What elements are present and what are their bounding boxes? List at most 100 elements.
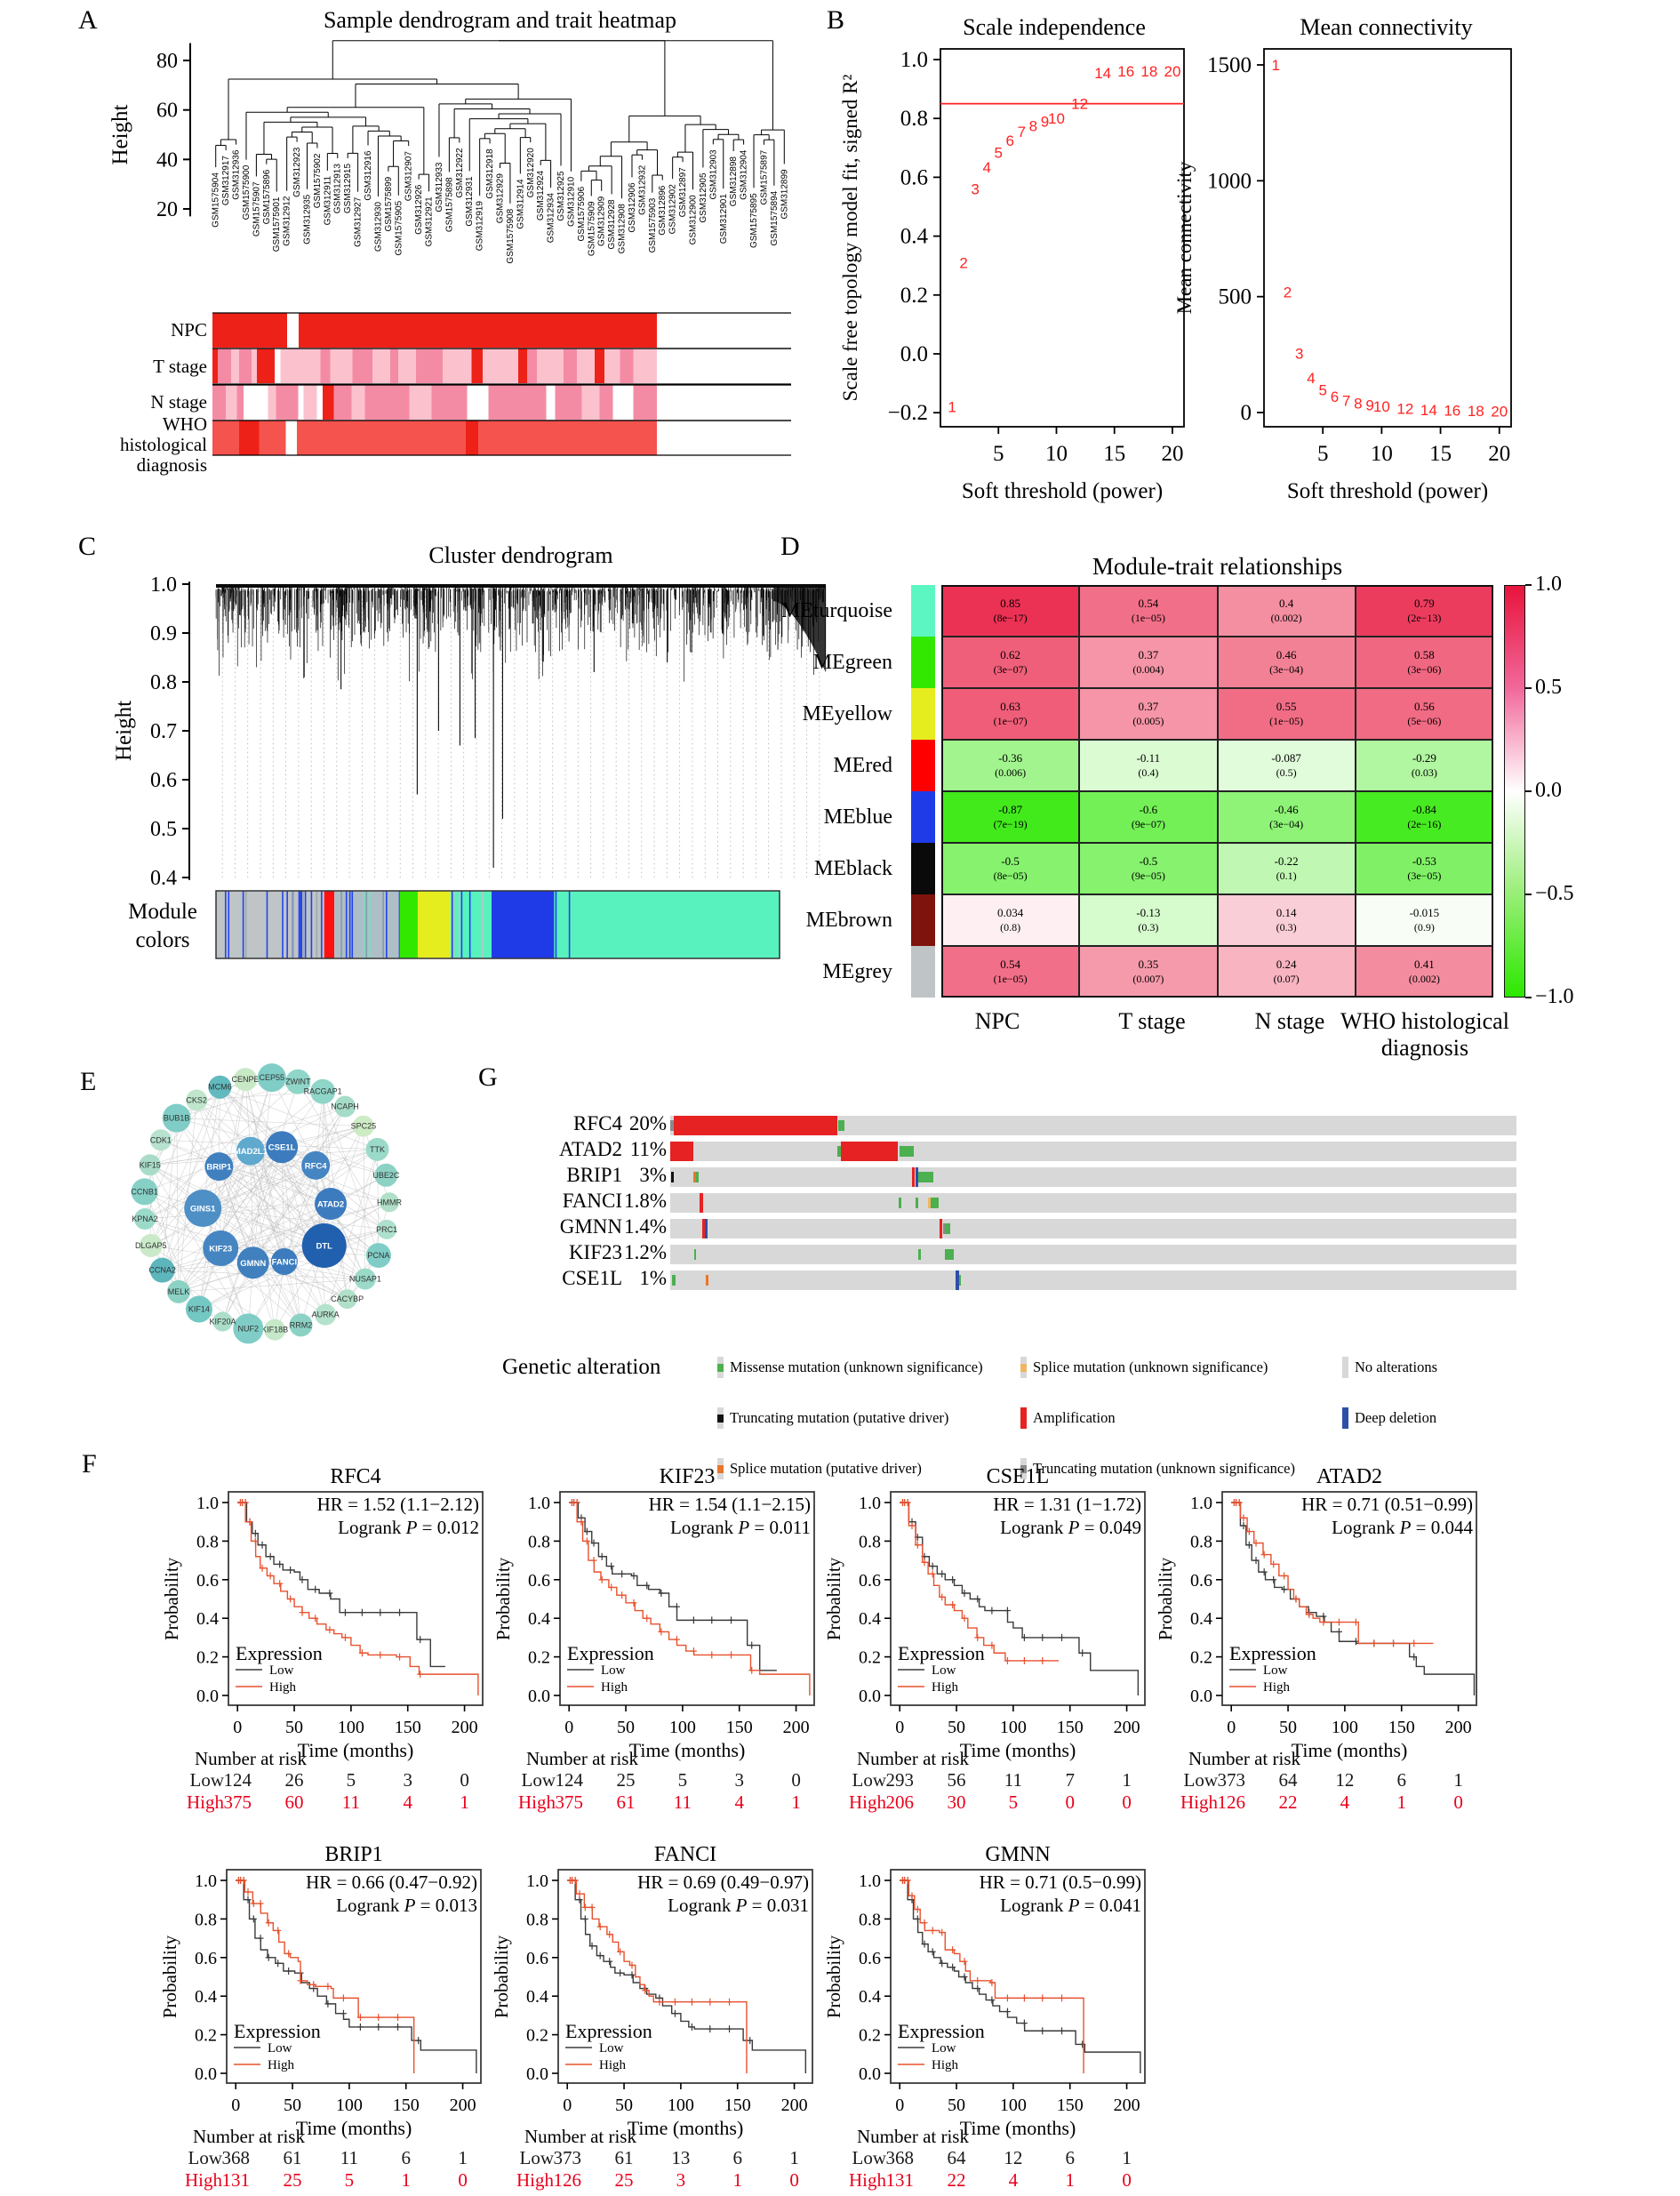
legend-swatch-core	[717, 1363, 724, 1372]
km-risk-value: 25	[615, 2169, 634, 2191]
km-xtick: 50	[615, 2096, 633, 2115]
line-shape	[220, 1147, 283, 1249]
power-point: 9	[1041, 114, 1049, 131]
power-point: 4	[1307, 370, 1315, 387]
rect-shape	[612, 385, 634, 420]
sample-leaf-label: GSM1575898	[444, 177, 454, 232]
km-risk-row-label: High	[187, 1791, 225, 1813]
b-ytick: 1500	[1207, 53, 1252, 77]
b-ytick: −0.2	[888, 401, 928, 425]
km-ytick: 0.0	[526, 2064, 548, 2084]
module-trait-cell: 0.14 (0.3)	[1217, 894, 1356, 946]
line-shape	[363, 1126, 366, 1279]
km-frame	[226, 1869, 482, 2084]
km-hr-text: HR = 0.69 (0.49−0.97)	[637, 1871, 809, 1893]
km-risk-value: 1	[1453, 1769, 1463, 1791]
module-color-swatch	[911, 843, 935, 894]
module-trait-cell: -0.22 (0.1)	[1217, 843, 1356, 894]
rect-shape	[297, 421, 466, 455]
sample-leaf-label: GSM312901	[719, 194, 729, 244]
cell-pvalue: (0.4)	[1138, 765, 1159, 779]
km-ytick: 1.0	[195, 1871, 217, 1891]
network-node-label: PRC1	[376, 1225, 397, 1234]
line-shape	[150, 1079, 246, 1246]
cell-pvalue: (8e−17)	[993, 611, 1028, 624]
rect-shape	[282, 891, 284, 958]
b-xlabel: Soft threshold (power)	[962, 479, 1163, 503]
km-ytick: 1.0	[859, 1494, 881, 1513]
sample-leaf-label: GSM312897	[678, 167, 688, 218]
km-xtick: 0	[895, 1718, 904, 1737]
km-risk-header: Number at risk	[857, 1748, 969, 1769]
rect-shape	[382, 891, 384, 958]
rect-shape	[300, 891, 303, 958]
module-trait-cell: 0.58 (3e−06)	[1355, 637, 1493, 688]
cell-pvalue: (1e−05)	[1269, 714, 1304, 727]
power-point: 7	[1018, 124, 1026, 140]
sample-leaf-label: GSM312917	[221, 156, 231, 206]
km-xtick: 100	[669, 1718, 696, 1737]
rect-shape	[468, 891, 471, 958]
oncoprint-alteration-mis	[931, 1198, 939, 1208]
tspan-shape: Logrank	[1000, 1895, 1068, 1916]
tspan-shape: = 0.041	[1079, 1895, 1141, 1916]
line-shape	[220, 1165, 316, 1249]
power-point: 8	[1354, 396, 1362, 413]
km-risk-value: 1	[401, 2169, 411, 2191]
line-shape	[144, 1191, 163, 1270]
km-xtick: 200	[781, 2096, 808, 2115]
network-hub-node	[315, 1188, 347, 1220]
legend-item-label: Amplification	[1033, 1409, 1116, 1426]
plot-frame	[940, 48, 1185, 428]
rect-shape	[300, 891, 301, 958]
network-hub-label: DTL	[316, 1242, 332, 1252]
power-point: 12	[1071, 96, 1088, 113]
oncoprint-percent-label: 11%	[629, 1138, 667, 1160]
rect-shape	[231, 349, 239, 383]
line-shape	[203, 1126, 364, 1209]
cell-pvalue: (0.004)	[1132, 662, 1164, 676]
rect-shape	[466, 421, 478, 455]
line-shape	[196, 1100, 380, 1256]
km-xlabel: Time (months)	[629, 1739, 746, 1761]
line-shape	[162, 1147, 283, 1270]
rect-shape	[416, 349, 443, 383]
network-hub-label: FANCI	[272, 1258, 298, 1268]
rect-shape	[298, 385, 304, 420]
km-xtick: 0	[233, 1718, 242, 1737]
rect-shape	[333, 385, 352, 420]
km-ytick: 0.4	[526, 1987, 548, 2007]
network-node-label: HMMR	[377, 1198, 402, 1206]
km-risk-value: 124	[223, 1769, 252, 1791]
module-trait-cell: -0.29 (0.03)	[1355, 740, 1493, 791]
km-xtick: 50	[948, 2096, 965, 2115]
oncoprint-alteration-mis	[838, 1120, 845, 1131]
module-trait-cell: -0.5 (9e−05)	[1079, 843, 1218, 894]
cell-correlation: 0.37	[1138, 648, 1159, 662]
sample-leaf-label: GSM1575909	[587, 201, 596, 256]
km-legend-label: Low	[599, 2041, 624, 2056]
km-logrank-text: Logrank P = 0.031	[668, 1895, 809, 1916]
b-xtick: 20	[1488, 442, 1510, 466]
legend-swatch-spl	[717, 1458, 724, 1479]
colorbar-tick-label: −0.5	[1535, 882, 1574, 905]
sample-leaf-label: GSM1575901	[272, 196, 282, 252]
sample-leaf-label: GSM1575900	[242, 164, 252, 220]
sample-leaf-label: GSM1575903	[648, 197, 658, 252]
km-risk-row-label: Low	[188, 2147, 223, 2168]
sample-leaf-label: GSM312918	[485, 148, 495, 199]
km-ytick: 0.2	[195, 2026, 217, 2046]
network-node-label: MCM6	[208, 1083, 232, 1092]
power-point: 14	[1420, 402, 1437, 419]
power-point: 14	[1094, 65, 1111, 82]
cell-correlation: -0.13	[1136, 906, 1161, 920]
legend-swatch-amp	[1020, 1407, 1027, 1429]
module-trait-cell: -0.5 (8e−05)	[941, 843, 1080, 894]
rect-shape	[316, 891, 318, 958]
rect-shape	[266, 891, 268, 958]
oncoprint-alteration-mis	[671, 1275, 676, 1286]
line-shape	[220, 1086, 285, 1262]
network-node	[374, 1163, 398, 1187]
trait-row-label: WHO	[163, 413, 207, 435]
rect-shape	[216, 584, 826, 588]
